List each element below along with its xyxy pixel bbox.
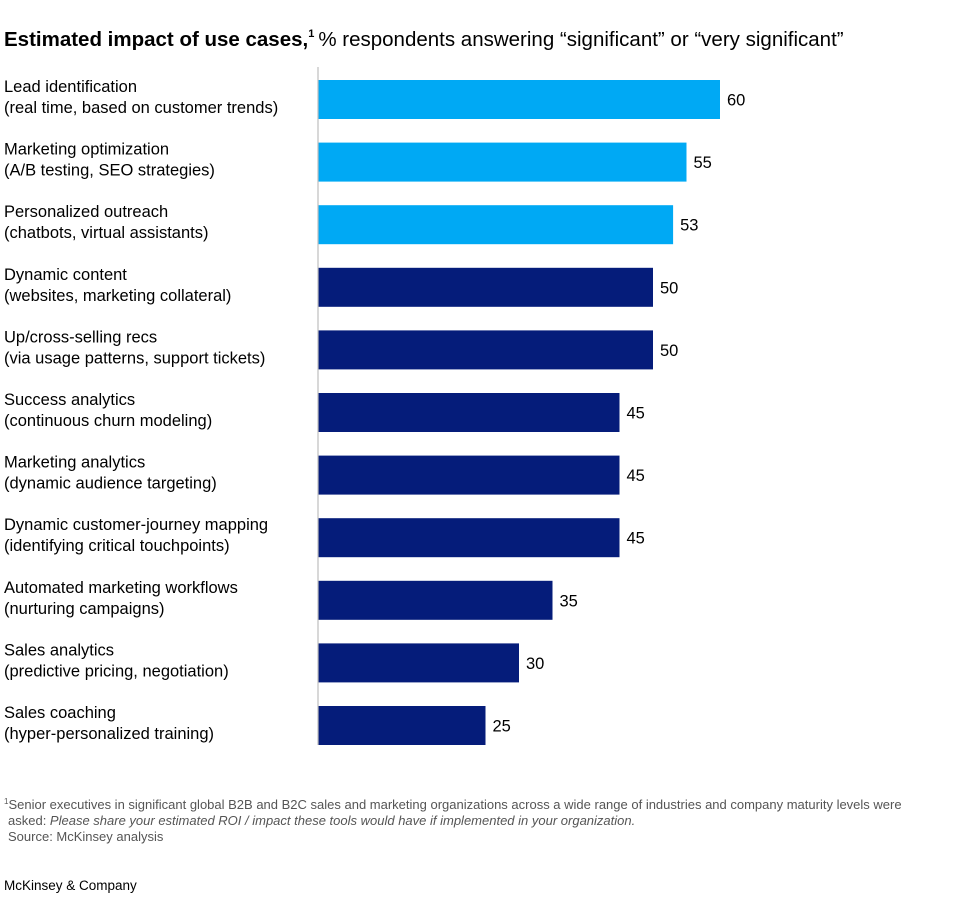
category-label: Personalized outreach [4,203,168,221]
footnote-source: Source: McKinsey analysis [8,829,164,844]
data-label: 50 [660,279,678,297]
footnote-line2: asked: Please share your estimated ROI /… [4,813,970,829]
category-sublabel: (continuous churn modeling) [4,412,212,430]
footnote-question: Please share your estimated ROI / impact… [49,813,636,828]
category-label: Dynamic customer-journey mapping [4,516,268,534]
bar [318,142,687,182]
bar-chart: 60 Lead identification (real time, based o… [4,67,745,745]
category-label: Automated marketing workflows [4,579,238,597]
bar [318,455,620,495]
data-label: 50 [660,342,678,360]
data-label: 53 [680,217,698,235]
category-sublabel: (chatbots, virtual assistants) [4,224,209,242]
category-sublabel: (nurturing campaigns) [4,600,165,618]
bar [318,393,620,432]
footnote-text: Senior executives in significant global … [8,797,902,812]
bar [318,205,674,245]
data-label: 55 [694,154,712,172]
data-label: 60 [727,92,745,110]
footnote-mark: 1 [4,797,9,806]
data-label: 35 [560,592,578,610]
category-sublabel: (websites, marketing collateral) [4,287,231,305]
category-label: Marketing optimization [4,141,169,159]
brand-logo-text: McKinsey & Company [4,878,137,893]
data-label: 25 [493,718,511,736]
bar [318,643,519,683]
footnote-asked: asked: [8,813,50,828]
bar [318,80,720,119]
data-label: 45 [627,405,645,423]
category-label: Marketing analytics [4,454,145,472]
category-sublabel: (dynamic audience targeting) [4,475,217,493]
chart-title: Estimated impact of use cases,1% respond… [4,28,844,52]
chart-title-main: Estimated impact of use cases, [4,28,309,51]
footnote: 1Senior executives in significant global… [4,794,970,845]
category-label: Sales analytics [4,641,114,659]
category-sublabel: (via usage patterns, support tickets) [4,349,265,367]
category-sublabel: (hyper-personalized training) [4,725,214,743]
bar [318,706,486,745]
bar [318,330,653,370]
data-label: 45 [627,530,645,548]
data-label: 45 [627,467,645,485]
bar [318,580,553,620]
data-label: 30 [526,655,544,673]
bar [318,518,620,558]
category-sublabel: (predictive pricing, negotiation) [4,662,229,680]
category-label: Sales coaching [4,704,116,722]
category-label: Lead identification [4,78,137,96]
category-label: Dynamic content [4,266,127,284]
category-sublabel: (real time, based on customer trends) [4,99,278,117]
category-label: Up/cross-selling recs [4,328,157,346]
category-label: Success analytics [4,391,135,409]
chart-subtitle: % respondents answering “significant” or… [318,28,844,51]
footnote-line1: 1Senior executives in significant global… [4,797,902,812]
bar [318,267,653,307]
category-sublabel: (A/B testing, SEO strategies) [4,162,215,180]
category-sublabel: (identifying critical touchpoints) [4,537,230,555]
title-footnote-mark: 1 [308,28,315,40]
